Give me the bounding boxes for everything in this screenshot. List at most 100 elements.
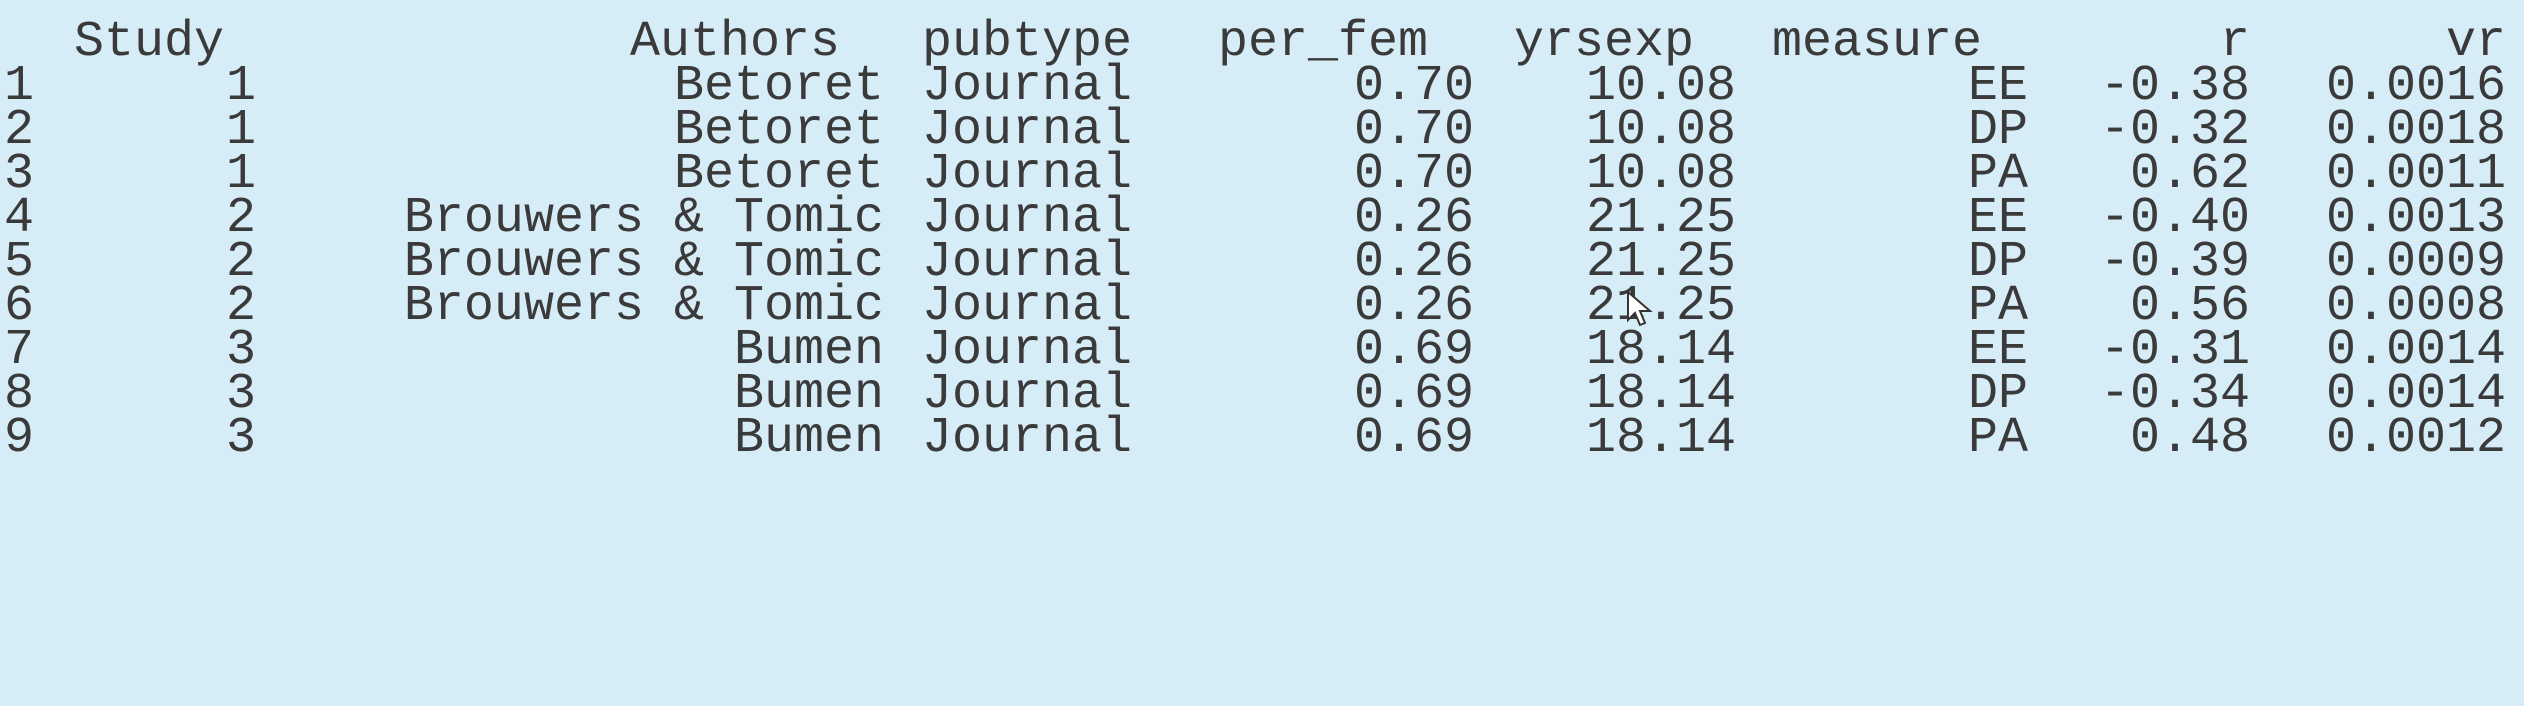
cell-yrsexp: 18.14 [1585,366,1736,423]
cell-measure: PA [1967,278,2028,335]
cell-yrsexp: 10.08 [1585,102,1736,159]
row-number: 2 [4,102,35,159]
cell-pubtype: Journal [922,234,1133,291]
table-row: 1 1 Betoret Journal 0.70 10.08 EE -0.38 0.0016 [0,52,2524,122]
cell-measure: EE [1967,58,2028,115]
cell-study: 2 [225,278,256,335]
table-row: 9 3 Bumen Journal 0.69 18.14 PA 0.48 0.0012 [0,404,2524,474]
cell-per-fem: 0.69 [1353,410,1474,467]
cell-authors: Brouwers & Tomic [403,234,884,291]
cell-vr: 0.0009 [2325,234,2506,291]
cell-r: -0.39 [2099,234,2250,291]
cell-authors: Bumen [733,322,884,379]
cell-r: -0.38 [2099,58,2250,115]
cell-authors: Brouwers & Tomic [403,190,884,247]
header-pubtype: pubtype [922,14,1133,71]
cell-r: -0.40 [2099,190,2250,247]
header-authors: Authors [630,14,841,71]
cell-yrsexp: 21.25 [1585,234,1736,291]
cell-vr: 0.0016 [2325,58,2506,115]
cell-pubtype: Journal [922,366,1133,423]
cell-study: 3 [225,366,256,423]
cell-authors: Bumen [733,366,884,423]
cell-pubtype: Journal [922,58,1133,115]
table-row: 7 3 Bumen Journal 0.69 18.14 EE -0.31 0.0014 [0,316,2524,386]
cell-per-fem: 0.26 [1353,278,1474,335]
row-number: 6 [4,278,35,335]
header-yrsexp: yrsexp [1514,14,1695,71]
cell-study: 1 [225,102,256,159]
table-row: 8 3 Bumen Journal 0.69 18.14 DP -0.34 0.0014 [0,360,2524,430]
cell-study: 2 [225,234,256,291]
cell-study: 3 [225,322,256,379]
cell-yrsexp: 21.25 [1585,278,1736,335]
cell-per-fem: 0.70 [1353,102,1474,159]
cell-study: 2 [225,190,256,247]
cell-measure: DP [1967,102,2028,159]
cell-vr: 0.0014 [2325,366,2506,423]
table-row: 4 2 Brouwers & Tomic Journal 0.26 21.25 EE -0.4… [0,184,2524,254]
header-study: Study [74,14,225,71]
cell-pubtype: Journal [922,410,1133,467]
cell-measure: EE [1967,322,2028,379]
cell-r: 0.56 [2129,278,2250,335]
cell-authors: Betoret [673,58,884,115]
header-measure: measure [1772,14,1983,71]
cell-per-fem: 0.70 [1353,58,1474,115]
cell-vr: 0.0011 [2325,146,2506,203]
cell-r: 0.62 [2129,146,2250,203]
cell-per-fem: 0.26 [1353,234,1474,291]
cell-r: -0.32 [2099,102,2250,159]
header-per-fem: per_fem [1218,14,1429,71]
cell-pubtype: Journal [922,190,1133,247]
cell-per-fem: 0.70 [1353,146,1474,203]
cell-measure: PA [1967,146,2028,203]
row-number: 3 [4,146,35,203]
cell-r: -0.34 [2099,366,2250,423]
cell-measure: DP [1967,366,2028,423]
cell-r: 0.48 [2129,410,2250,467]
cell-authors: Bumen [733,410,884,467]
cell-pubtype: Journal [922,102,1133,159]
cell-vr: 0.0012 [2325,410,2506,467]
row-number: 1 [4,58,35,115]
cell-pubtype: Journal [922,146,1133,203]
row-number: 9 [4,410,35,467]
row-number: 8 [4,366,35,423]
cell-yrsexp: 10.08 [1585,146,1736,203]
table-row: 2 1 Betoret Journal 0.70 10.08 DP -0.32 0.0018 [0,96,2524,166]
cell-yrsexp: 18.14 [1585,322,1736,379]
cell-yrsexp: 21.25 [1585,190,1736,247]
cell-per-fem: 0.69 [1353,322,1474,379]
cell-vr: 0.0008 [2325,278,2506,335]
cell-study: 3 [225,410,256,467]
header-vr: vr [2445,14,2506,71]
cell-vr: 0.0013 [2325,190,2506,247]
mouse-pointer-icon [1627,290,1653,327]
table-header: Study Authors pubtype per_fem yrsexp mea… [0,8,2524,78]
cell-measure: PA [1967,410,2028,467]
cell-yrsexp: 10.08 [1585,58,1736,115]
cell-study: 1 [225,146,256,203]
cell-authors: Betoret [673,102,884,159]
cell-per-fem: 0.69 [1353,366,1474,423]
cell-pubtype: Journal [922,278,1133,335]
row-number: 5 [4,234,35,291]
cell-per-fem: 0.26 [1353,190,1474,247]
row-number: 4 [4,190,35,247]
cell-r: -0.31 [2099,322,2250,379]
cell-pubtype: Journal [922,322,1133,379]
cell-vr: 0.0018 [2325,102,2506,159]
cell-authors: Brouwers & Tomic [403,278,884,335]
table-row: 3 1 Betoret Journal 0.70 10.08 PA 0.62 0.0011 [0,140,2524,210]
cell-vr: 0.0014 [2325,322,2506,379]
table-row: 5 2 Brouwers & Tomic Journal 0.26 21.25 DP -0.3… [0,228,2524,298]
cell-measure: EE [1967,190,2028,247]
row-number: 7 [4,322,35,379]
cell-measure: DP [1967,234,2028,291]
table-row: 6 2 Brouwers & Tomic Journal 0.26 21.25 PA 0.56… [0,272,2524,342]
header-r: r [2219,14,2250,71]
cell-yrsexp: 18.14 [1585,410,1736,467]
cell-authors: Betoret [673,146,884,203]
